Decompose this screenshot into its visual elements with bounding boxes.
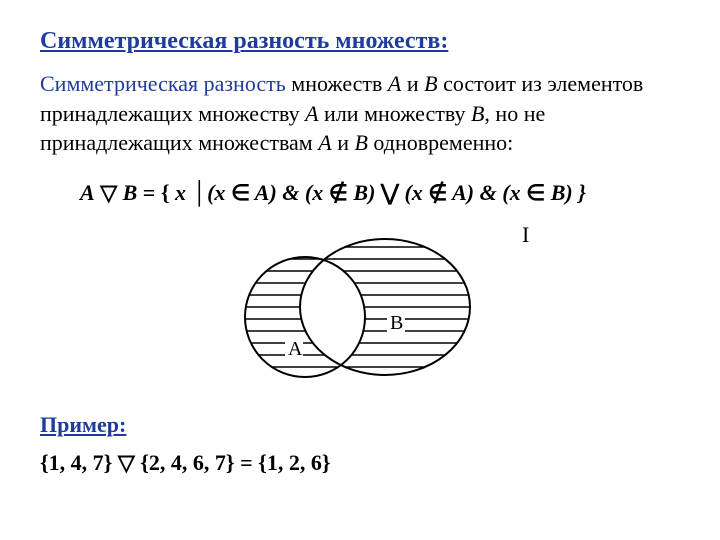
f-x: x (175, 180, 192, 205)
svg-text:I: I (522, 222, 529, 247)
f-p1o: (x (207, 180, 231, 205)
def-A3: А (318, 130, 331, 155)
def-t1: множеств (286, 71, 388, 96)
f-A: А (80, 180, 95, 205)
f-eq: = { (137, 180, 175, 205)
example-expression: {1, 4, 7} ▽ {2, 4, 6, 7} = {1, 2, 6} (40, 450, 680, 476)
svg-text:A: A (288, 338, 303, 360)
ex-tri: ▽ (112, 450, 140, 475)
f-p3m: A) & (x (447, 180, 526, 205)
f-p3: (x (399, 180, 428, 205)
f-B: В (123, 180, 138, 205)
def-and2: и (332, 130, 355, 155)
f-notin: ∉ (329, 180, 348, 205)
page-title: Симметрическая разность множеств: (40, 28, 680, 55)
ex-setB: {2, 4, 6, 7} (140, 450, 234, 475)
def-A2: А (305, 101, 318, 126)
def-B3: В (354, 130, 367, 155)
def-B2: В (471, 101, 484, 126)
definition-text: Симметрическая разность множеств А и В с… (40, 69, 680, 158)
def-tail: одновременно: (368, 130, 513, 155)
venn-diagram: A B I (170, 222, 550, 392)
def-B: В (424, 71, 437, 96)
set-builder-formula: А ▽ В = { x │(x ∈ A) & (x ∉ B) ⋁ (x ∉ A)… (80, 180, 680, 206)
svg-text:B: B (390, 312, 403, 334)
definition-lead: Симметрическая разность (40, 71, 286, 96)
f-bar: │ (192, 180, 208, 205)
f-p1c: A) & (x (250, 180, 329, 205)
f-in: ∈ (231, 180, 250, 205)
ex-setA: {1, 4, 7} (40, 450, 112, 475)
venn-diagram-container: A B I (40, 222, 680, 392)
def-A: А (388, 71, 401, 96)
f-p3c: B) } (545, 180, 586, 205)
f-notin2: ∉ (428, 180, 447, 205)
f-tri: ▽ (95, 180, 123, 205)
def-and: и (401, 71, 424, 96)
f-in2: ∈ (526, 180, 545, 205)
example-label: Пример: (40, 412, 680, 438)
f-or: ⋁ (381, 180, 399, 205)
ex-result: {1, 2, 6} (258, 450, 330, 475)
def-or: или множеству (319, 101, 471, 126)
ex-eq: = (235, 450, 259, 475)
f-p2c: B) (348, 180, 381, 205)
slide: Симметрическая разность множеств: Симмет… (0, 0, 720, 540)
